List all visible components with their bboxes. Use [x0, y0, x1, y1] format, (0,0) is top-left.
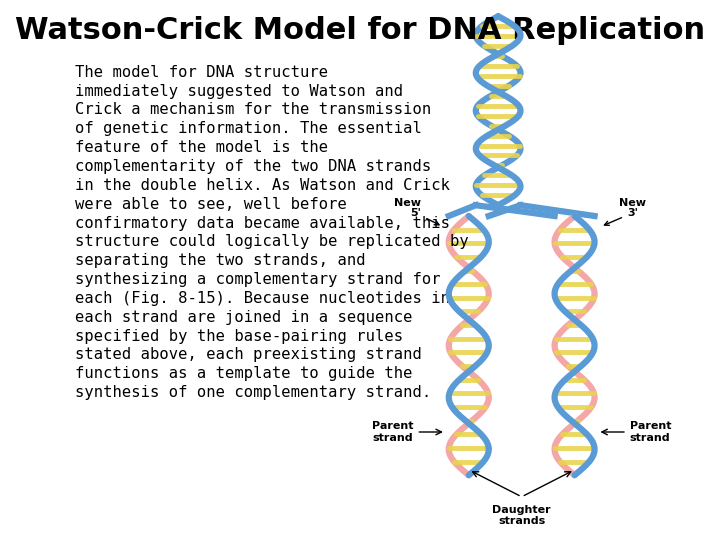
Text: Parent
strand: Parent strand: [372, 421, 413, 443]
Text: 3': 3': [604, 208, 638, 225]
Text: New: New: [619, 198, 647, 207]
Text: Watson-Crick Model for DNA Replication: Watson-Crick Model for DNA Replication: [15, 16, 705, 45]
Text: 5': 5': [410, 208, 439, 225]
Text: The model for DNA structure
immediately suggested to Watson and
Crick a mechanis: The model for DNA structure immediately …: [75, 65, 469, 400]
Text: Daughter
strands: Daughter strands: [492, 505, 551, 526]
Text: New: New: [394, 198, 421, 207]
Text: Parent
strand: Parent strand: [630, 421, 671, 443]
